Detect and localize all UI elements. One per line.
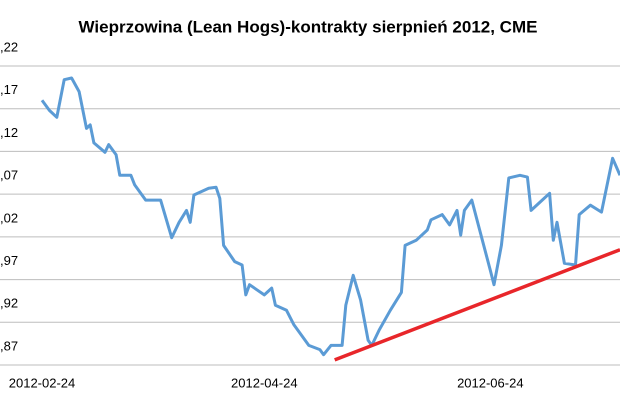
x-tick-label: 2012-06-24 [457,375,524,390]
y-tick-label: ,12 [0,125,18,140]
trend-line [334,248,620,362]
y-tick-label: ,22 [0,39,18,54]
chart-title: Wieprzowina (Lean Hogs)-kontrakty sierpn… [79,17,538,36]
y-tick-label: ,92 [0,296,18,311]
y-tick-label: ,97 [0,253,18,268]
y-tick-label: ,17 [0,82,18,97]
y-tick-label: ,02 [0,210,18,225]
x-tick-label: 2012-04-24 [231,375,298,390]
x-tick-label: 2012-02-24 [9,375,76,390]
y-tick-label: ,87 [0,338,18,353]
price-line [40,76,620,357]
y-tick-label: ,07 [0,168,18,183]
